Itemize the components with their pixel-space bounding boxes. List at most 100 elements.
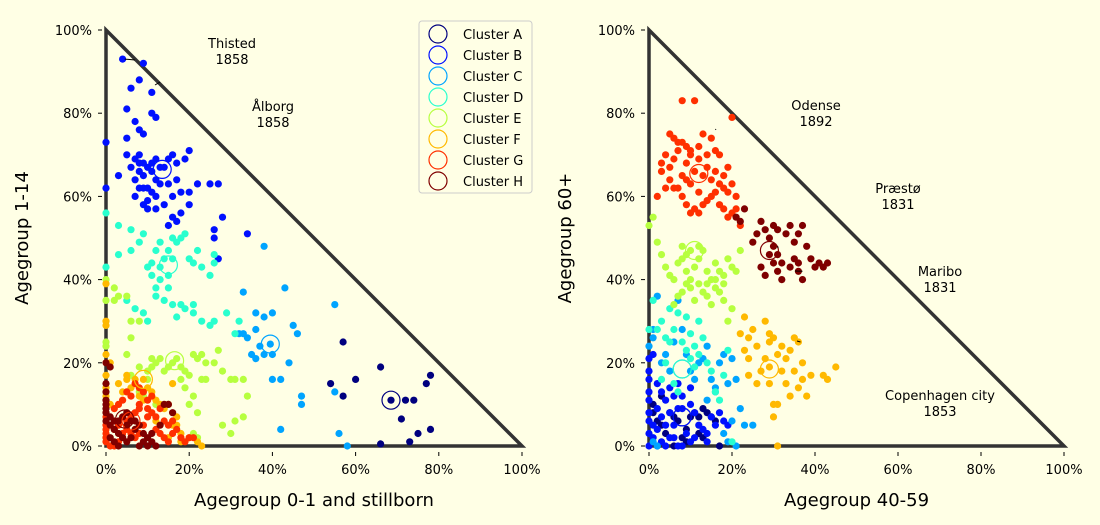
data-point — [102, 350, 110, 359]
data-point — [649, 438, 657, 446]
data-point — [803, 242, 811, 250]
data-point — [645, 325, 653, 334]
data-point — [164, 271, 172, 279]
data-point — [657, 388, 666, 396]
data-point — [686, 384, 695, 392]
data-point — [645, 388, 653, 396]
y-tick-label: 100% — [598, 24, 635, 39]
legend-marker — [428, 108, 448, 128]
data-point — [798, 276, 807, 284]
data-point — [703, 429, 711, 438]
data-point — [662, 263, 670, 271]
annotation-label: Præstø — [875, 182, 921, 197]
data-point — [769, 259, 778, 267]
data-point — [774, 350, 782, 359]
x-tick-label: 20% — [718, 463, 747, 478]
data-point — [703, 267, 711, 275]
x-tick-label: 60% — [884, 463, 913, 478]
data-point — [686, 400, 695, 408]
y-axis-label: Agegroup 60+ — [555, 173, 576, 304]
data-point — [335, 429, 343, 438]
data-point — [662, 350, 670, 359]
data-point — [202, 375, 210, 383]
data-point — [193, 180, 202, 188]
data-point — [252, 309, 260, 317]
cluster-centroid — [759, 359, 780, 379]
data-point — [707, 134, 715, 142]
data-point — [774, 442, 782, 450]
data-point — [707, 367, 715, 375]
data-point — [127, 392, 135, 400]
legend-marker — [428, 171, 448, 191]
data-point — [798, 221, 807, 230]
data-point — [786, 392, 794, 400]
data-point — [670, 276, 678, 284]
data-point — [248, 350, 256, 359]
data-point — [260, 242, 268, 250]
legend-label: Cluster F — [463, 133, 521, 148]
data-point — [678, 192, 686, 200]
data-point — [774, 267, 782, 275]
data-point — [181, 305, 189, 313]
data-point — [214, 180, 222, 188]
data-point — [173, 217, 181, 225]
y-tick-label: 40% — [63, 274, 92, 289]
legend-label: Cluster D — [463, 91, 523, 106]
data-point — [119, 55, 127, 63]
data-point — [173, 159, 181, 167]
data-point — [711, 259, 720, 267]
data-point — [703, 396, 711, 404]
data-point — [164, 284, 172, 292]
data-point — [181, 155, 189, 163]
data-point — [110, 284, 118, 292]
data-point — [662, 184, 670, 192]
data-point — [666, 409, 674, 417]
data-point — [414, 429, 422, 438]
scatter-panel-2: 0% 20% 40% 60% 80% 100% 0% 20% 40% 60% 80% 100% Ageg… — [555, 24, 1083, 511]
cluster-centroid — [260, 334, 280, 354]
cluster-centroid — [672, 407, 692, 427]
data-point — [139, 59, 147, 67]
data-point — [339, 338, 347, 346]
cluster-centroid — [759, 240, 780, 261]
data-point — [152, 413, 160, 421]
data-point — [782, 230, 790, 238]
data-point — [682, 429, 691, 438]
data-point — [666, 176, 674, 184]
data-point — [114, 221, 123, 230]
data-point — [724, 255, 732, 263]
data-point — [231, 375, 239, 383]
data-point — [218, 213, 227, 221]
cluster-centroid — [133, 369, 153, 389]
data-point — [160, 255, 168, 263]
data-point — [327, 380, 335, 388]
data-point — [728, 438, 736, 446]
annotation-year: 1858 — [256, 116, 289, 131]
data-point — [786, 221, 794, 230]
data-point — [123, 134, 131, 142]
data-point — [227, 429, 235, 438]
data-point — [732, 267, 740, 275]
data-point — [749, 421, 757, 429]
annotation-leader — [124, 58, 136, 61]
data-point — [139, 184, 147, 192]
data-point — [649, 334, 657, 342]
data-point — [102, 209, 110, 217]
data-point — [173, 355, 181, 363]
data-point — [277, 375, 285, 383]
data-point — [745, 355, 753, 363]
data-point — [102, 371, 110, 379]
data-point — [243, 230, 251, 238]
data-point — [807, 255, 815, 263]
data-point — [728, 113, 736, 121]
legend-label: Cluster E — [463, 112, 522, 127]
data-point — [699, 130, 707, 138]
data-point — [736, 246, 744, 255]
data-point — [156, 355, 164, 363]
data-point — [135, 363, 143, 371]
data-point — [711, 167, 720, 175]
data-point — [649, 350, 657, 359]
data-point — [732, 375, 740, 383]
data-point — [148, 271, 156, 279]
data-point — [139, 172, 147, 180]
